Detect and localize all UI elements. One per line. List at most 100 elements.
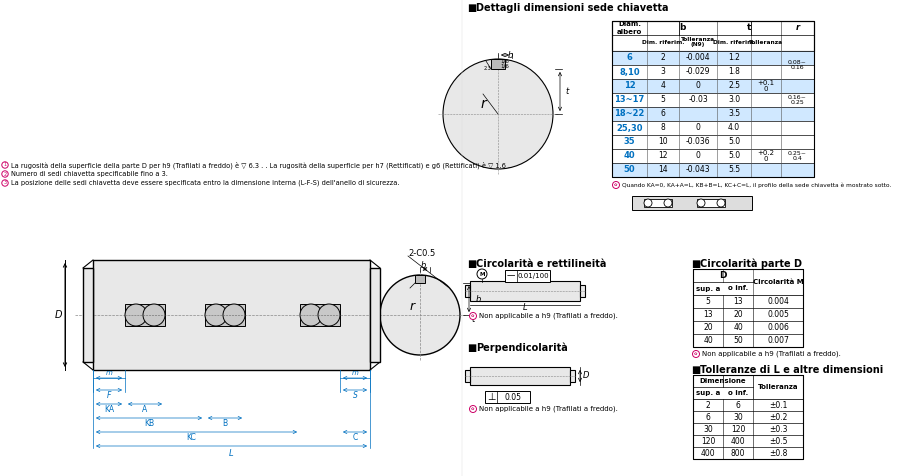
Text: m: m: [352, 370, 358, 376]
Text: 12: 12: [624, 81, 635, 90]
Text: Numero di sedi chiavetta specificabile fino a 3.: Numero di sedi chiavetta specificabile f…: [11, 171, 168, 177]
Text: C: C: [353, 434, 357, 443]
Bar: [697, 199, 725, 207]
Text: D: D: [583, 371, 589, 380]
Text: 0.01/100: 0.01/100: [518, 273, 549, 279]
Circle shape: [644, 199, 652, 207]
Text: Non applicabile a h9 (Trafilati a freddo).: Non applicabile a h9 (Trafilati a freddo…: [702, 351, 841, 357]
Text: KA: KA: [104, 406, 114, 415]
Text: ■: ■: [467, 259, 476, 269]
Text: ±0.3: ±0.3: [769, 425, 787, 434]
Text: +0.1: +0.1: [757, 80, 775, 86]
Text: 3: 3: [660, 68, 666, 77]
Text: KB: KB: [144, 419, 154, 428]
Text: 0.004: 0.004: [767, 297, 789, 306]
Text: 8,10: 8,10: [619, 68, 640, 77]
Circle shape: [470, 313, 476, 319]
Circle shape: [612, 181, 620, 188]
Bar: [612, 21, 814, 177]
Text: 12: 12: [659, 151, 668, 160]
Text: Diam.
albero: Diam. albero: [617, 21, 642, 34]
Text: +0.2: +0.2: [757, 150, 775, 156]
Text: 120: 120: [730, 425, 745, 434]
Text: 3: 3: [4, 180, 6, 186]
Text: r: r: [480, 97, 486, 111]
Text: ⊥: ⊥: [487, 392, 495, 402]
Text: b: b: [507, 50, 513, 60]
Text: ■: ■: [467, 3, 476, 13]
Text: 20: 20: [733, 310, 743, 319]
Text: 400: 400: [730, 436, 745, 446]
Text: 13: 13: [704, 310, 713, 319]
Circle shape: [2, 180, 8, 186]
Text: 6: 6: [736, 400, 740, 409]
Text: ✿: ✿: [472, 407, 474, 411]
Circle shape: [125, 304, 147, 326]
Bar: [370, 268, 380, 362]
Text: 0.08~
0.16: 0.08~ 0.16: [788, 60, 807, 70]
Text: 0.006: 0.006: [767, 323, 789, 332]
Text: 3.5: 3.5: [728, 109, 740, 119]
Text: 5: 5: [660, 96, 666, 105]
Text: m: m: [106, 370, 112, 376]
Text: b: b: [679, 22, 685, 31]
Text: ■: ■: [467, 343, 476, 353]
Text: 1.2: 1.2: [729, 53, 740, 62]
Text: Tolleranza: Tolleranza: [758, 384, 799, 390]
Text: -0.03: -0.03: [688, 96, 708, 105]
Circle shape: [717, 199, 725, 207]
Text: 1/6: 1/6: [500, 63, 509, 69]
Text: L: L: [229, 448, 234, 457]
Bar: [693, 295, 803, 308]
Text: 4: 4: [660, 81, 666, 90]
Text: Dim. riferim.: Dim. riferim.: [713, 40, 755, 46]
Text: 18~22: 18~22: [614, 109, 645, 119]
Text: 14: 14: [659, 166, 668, 175]
Bar: [125, 304, 165, 326]
Bar: [612, 93, 814, 107]
Text: sup. a: sup. a: [696, 286, 720, 291]
Text: Tolleranza: Tolleranza: [749, 40, 783, 46]
Circle shape: [318, 304, 340, 326]
Text: ■: ■: [691, 365, 700, 375]
Text: 0: 0: [695, 123, 701, 132]
Bar: [612, 51, 814, 65]
Text: 6: 6: [705, 413, 710, 422]
Bar: [205, 304, 245, 326]
Text: 35: 35: [624, 138, 635, 147]
Text: ✿: ✿: [472, 314, 474, 318]
Text: S: S: [353, 391, 357, 400]
Text: -0.029: -0.029: [686, 68, 710, 77]
Text: 6: 6: [660, 109, 666, 119]
Text: 0: 0: [764, 156, 768, 162]
Text: 5.0: 5.0: [728, 151, 740, 160]
Text: F: F: [107, 391, 111, 400]
Text: D: D: [719, 271, 727, 280]
Text: 400: 400: [701, 448, 716, 457]
Text: 1/6: 1/6: [500, 59, 509, 63]
Text: B: B: [223, 419, 227, 428]
Circle shape: [664, 199, 672, 207]
Text: ■: ■: [691, 259, 700, 269]
Text: 13: 13: [733, 297, 743, 306]
Text: 0.05: 0.05: [505, 393, 521, 401]
Text: 50: 50: [624, 166, 635, 175]
Text: 6: 6: [626, 53, 633, 62]
Bar: [470, 367, 570, 385]
Text: 800: 800: [730, 448, 745, 457]
Text: La posizione delle sedi chiavetta deve essere specificata entro la dimensione in: La posizione delle sedi chiavetta deve e…: [11, 180, 400, 186]
Bar: [570, 370, 575, 382]
Bar: [693, 435, 803, 447]
Text: 4.0: 4.0: [728, 123, 740, 132]
Text: 8: 8: [660, 123, 665, 132]
Bar: [693, 447, 803, 459]
Text: 30: 30: [703, 425, 713, 434]
Circle shape: [2, 162, 8, 168]
Circle shape: [223, 304, 245, 326]
Text: 2.3: 2.3: [484, 67, 491, 71]
Text: t: t: [747, 22, 752, 31]
Bar: [632, 196, 752, 210]
Text: Dettagli dimensioni sede chiavetta: Dettagli dimensioni sede chiavetta: [476, 3, 669, 13]
Text: Circolarità e rettilineità: Circolarità e rettilineità: [476, 259, 606, 269]
Text: 3.0: 3.0: [728, 96, 740, 105]
